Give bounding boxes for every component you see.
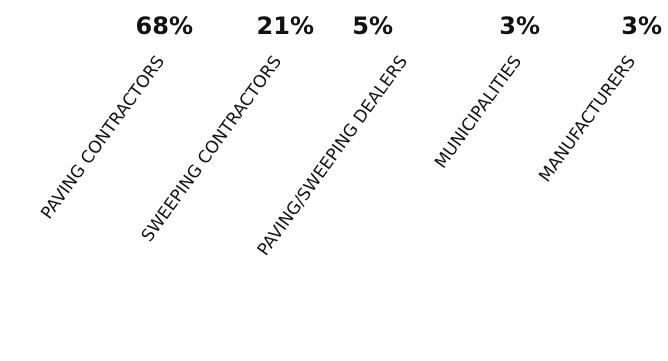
category-label-0: PAVING CONTRACTORS [37, 52, 169, 223]
value-label-3: 3% [499, 12, 540, 40]
value-label-1: 21% [257, 12, 314, 40]
value-label-2: 5% [352, 12, 393, 40]
value-label-0: 68% [136, 12, 193, 40]
value-label-4: 3% [621, 12, 662, 40]
category-label-2: PAVING/SWEEPING DEALERS [254, 52, 412, 259]
chart-marks: 68% PAVING CONTRACTORS 21% SWEEPING CONTRAC… [37, 12, 662, 260]
category-label-3: MUNICIPALITIES [431, 52, 526, 172]
category-label-4: MANUFACTURERS [535, 52, 640, 186]
category-label-1: SWEEPING CONTRACTORS [138, 52, 286, 246]
